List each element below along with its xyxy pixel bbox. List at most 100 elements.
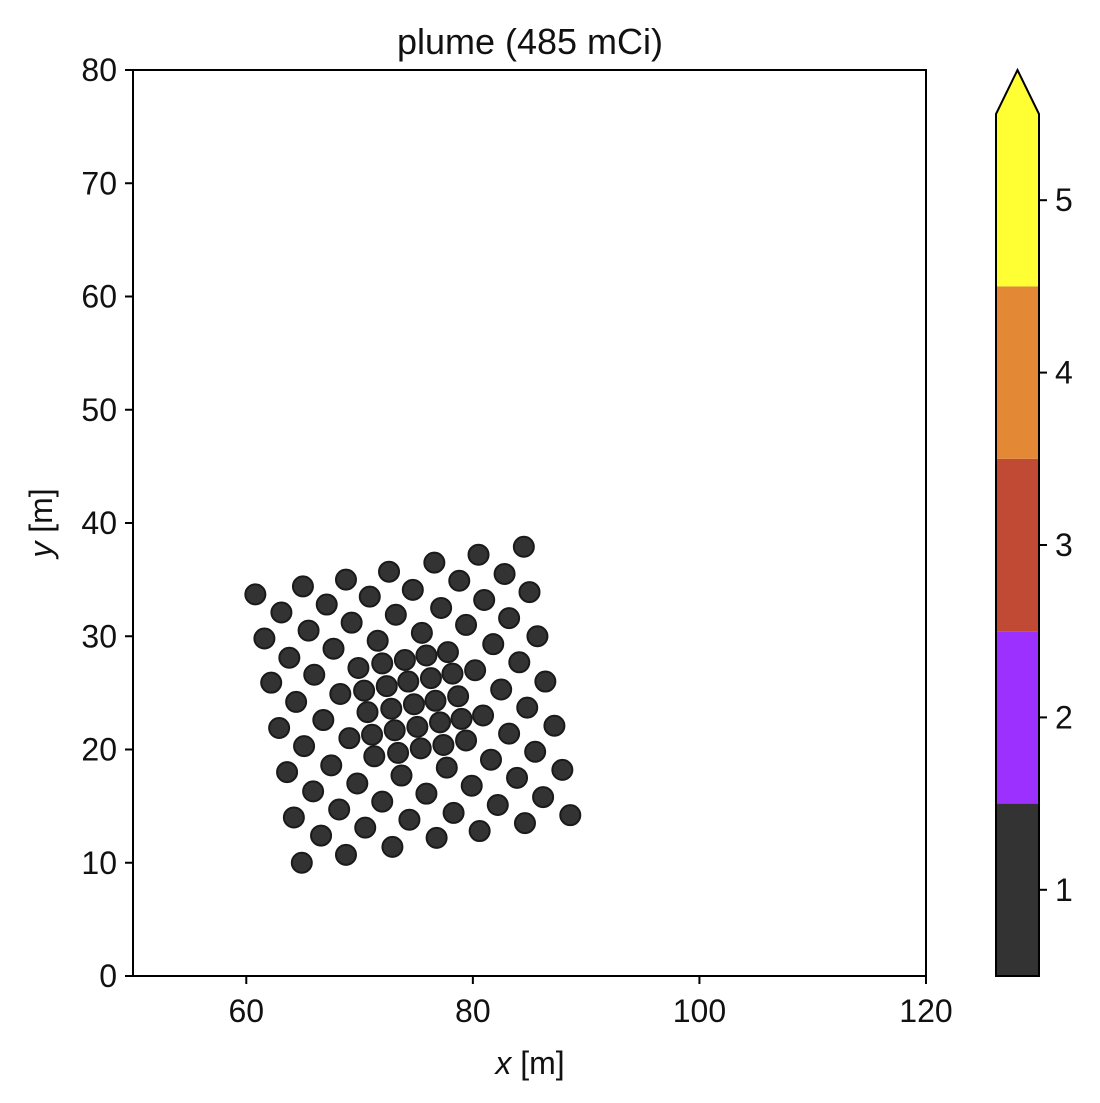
data-point (276, 761, 299, 784)
y-tick-label: 20 (81, 732, 117, 768)
y-axis-unit: [m] (23, 488, 59, 532)
data-point (312, 709, 335, 732)
data-point (482, 633, 505, 656)
data-point (390, 764, 413, 787)
data-point (346, 772, 369, 795)
data-point (534, 670, 557, 693)
colorbar-tick-label: 2 (1055, 699, 1073, 735)
plot-area: 60 80 100 120 0 10 20 30 40 50 60 70 80 (81, 52, 952, 1029)
data-point (334, 568, 357, 591)
data-point (358, 585, 381, 608)
x-tick-label: 100 (673, 993, 726, 1029)
y-tick-label: 80 (81, 52, 117, 88)
y-tick-label: 40 (81, 505, 117, 541)
colorbar-tick-label: 3 (1055, 527, 1073, 563)
data-point (468, 820, 491, 843)
data-point (406, 715, 429, 738)
data-point (419, 667, 442, 690)
data-point (371, 790, 394, 813)
data-point (398, 808, 421, 831)
data-point (447, 685, 470, 708)
data-point (387, 741, 410, 764)
data-point (378, 560, 401, 583)
data-point (472, 704, 495, 727)
y-tick-label: 50 (81, 392, 117, 428)
data-point (381, 835, 404, 858)
colorbar-segment (996, 631, 1039, 804)
y-tick-label: 70 (81, 165, 117, 201)
data-point (270, 601, 293, 624)
data-point (244, 583, 267, 606)
data-point (384, 603, 407, 626)
chart-title: plume (485 mCi) (397, 21, 663, 62)
data-point (322, 637, 345, 660)
data-point (516, 696, 539, 719)
y-axis-label: y [m] (23, 488, 59, 559)
data-point (508, 651, 531, 674)
data-point (338, 727, 361, 750)
data-point (532, 786, 555, 809)
data-point (460, 774, 483, 797)
data-point (393, 649, 416, 672)
data-point (354, 816, 377, 839)
data-point (285, 690, 308, 713)
data-point (282, 806, 305, 829)
colorbar-segment (996, 458, 1039, 632)
data-point (464, 659, 487, 682)
data-point (551, 758, 574, 781)
data-point (473, 589, 496, 612)
data-point (455, 613, 478, 636)
data-point (290, 851, 313, 874)
data-point (353, 679, 376, 702)
data-point (303, 663, 326, 686)
data-point (410, 621, 433, 644)
colorbar-segment (996, 286, 1039, 459)
data-point (435, 756, 458, 779)
data-point (293, 735, 316, 758)
data-point (297, 619, 320, 642)
data-point (450, 707, 473, 730)
data-point (430, 596, 453, 619)
data-point (402, 693, 425, 716)
data-point (467, 543, 490, 566)
data-point (490, 678, 513, 701)
data-point (518, 581, 541, 604)
data-point (320, 754, 343, 777)
data-point (559, 804, 582, 827)
data-point (441, 662, 464, 685)
data-point (401, 578, 424, 601)
data-point (448, 569, 471, 592)
data-point (291, 575, 314, 598)
colorbar: 1 2 3 4 5 (995, 67, 1073, 977)
y-tick-label: 60 (81, 279, 117, 315)
data-point (493, 562, 516, 585)
y-axis-var: y (23, 540, 59, 560)
data-point (415, 782, 438, 805)
colorbar-tick-label: 5 (1055, 182, 1073, 218)
colorbar-tick-label: 1 (1055, 872, 1073, 908)
data-point (310, 824, 333, 847)
data-point (371, 652, 394, 675)
x-axis-label: x [m] (493, 1045, 564, 1081)
data-point (543, 714, 566, 737)
data-point (512, 535, 535, 558)
data-point (409, 737, 432, 760)
data-point (334, 843, 357, 866)
data-point (328, 798, 351, 821)
data-point (260, 671, 283, 694)
y-tick-label: 30 (81, 618, 117, 654)
colorbar-segment (996, 114, 1039, 287)
data-point (498, 722, 521, 745)
y-tick-label: 0 (99, 958, 117, 994)
data-point (455, 729, 478, 752)
data-point (347, 656, 370, 679)
data-point (432, 733, 455, 756)
data-point (479, 748, 502, 771)
data-point (486, 793, 509, 816)
data-point (397, 670, 420, 693)
data-point (436, 641, 459, 664)
data-point (302, 780, 325, 803)
data-point (363, 745, 386, 768)
data-point (425, 826, 448, 849)
data-point (315, 593, 338, 616)
